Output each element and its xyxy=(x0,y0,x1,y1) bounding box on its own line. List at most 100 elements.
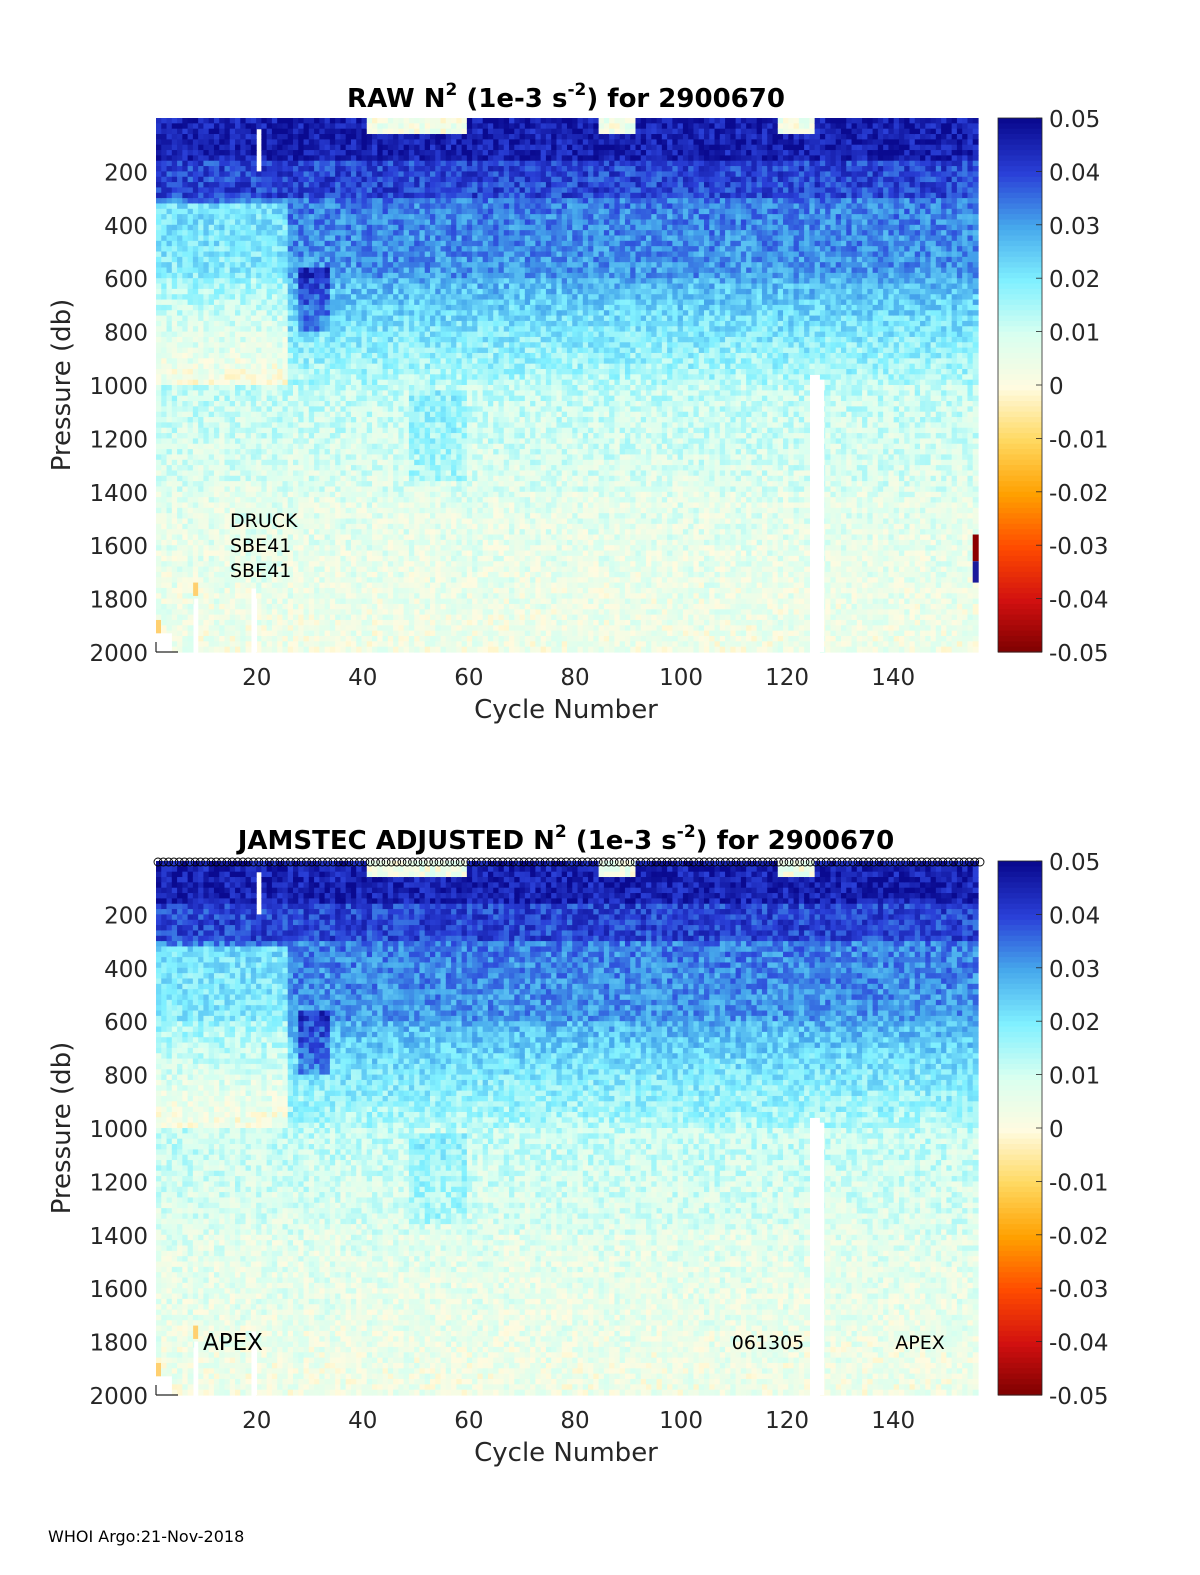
heatmap-cell xyxy=(182,272,189,279)
heatmap-cell xyxy=(235,118,241,124)
heatmap-cell xyxy=(293,390,299,397)
heatmap-cell xyxy=(250,150,257,156)
heatmap-cell xyxy=(282,176,289,183)
heatmap-cell xyxy=(271,198,278,205)
heatmap-cell xyxy=(250,401,257,407)
heatmap-cell xyxy=(277,251,284,258)
heatmap-cell xyxy=(345,550,352,557)
heatmap-cell xyxy=(240,192,247,199)
heatmap-cell xyxy=(414,577,421,584)
heatmap-cell xyxy=(382,214,389,221)
heatmap-cell xyxy=(166,214,173,221)
heatmap-cell xyxy=(203,224,210,231)
heatmap-cell xyxy=(166,619,173,626)
heatmap-cell xyxy=(377,513,384,520)
heatmap-cell xyxy=(219,433,226,439)
heatmap-cell xyxy=(266,486,273,493)
heatmap-cell xyxy=(287,347,294,354)
heatmap-cell xyxy=(256,240,262,247)
heatmap-cell xyxy=(414,230,421,237)
heatmap-cell xyxy=(308,518,315,525)
heatmap-cell xyxy=(277,465,284,472)
heatmap-cell xyxy=(408,336,415,343)
heatmap-cell xyxy=(298,619,305,626)
heatmap-cell xyxy=(277,497,284,504)
heatmap-cell xyxy=(171,641,178,648)
heatmap-cell xyxy=(271,155,278,162)
heatmap-cell xyxy=(377,123,384,130)
heatmap-cell xyxy=(361,118,368,124)
heatmap-cell xyxy=(266,523,273,530)
heatmap-cell xyxy=(350,230,357,237)
heatmap-cell xyxy=(192,139,199,146)
heatmap-cell xyxy=(156,555,162,562)
heatmap-cell xyxy=(408,182,415,189)
heatmap-cell xyxy=(319,513,326,520)
heatmap-cell xyxy=(271,417,278,423)
heatmap-cell xyxy=(308,326,315,333)
heatmap-cell xyxy=(387,497,394,504)
heatmap-cell xyxy=(377,118,384,124)
heatmap-cell xyxy=(398,176,405,183)
heatmap-cell xyxy=(340,566,347,573)
heatmap-cell xyxy=(372,144,378,151)
heatmap-cell xyxy=(387,625,394,632)
heatmap-cell xyxy=(372,401,378,407)
heatmap-cell xyxy=(393,603,399,610)
heatmap-cell xyxy=(319,310,326,317)
heatmap-cell xyxy=(277,593,284,600)
heatmap-cell xyxy=(203,390,210,397)
heatmap-cell xyxy=(387,203,394,210)
heatmap-cell xyxy=(203,507,210,514)
heatmap-cell xyxy=(245,246,252,253)
heatmap-cell xyxy=(166,486,173,493)
heatmap-cell xyxy=(319,171,326,178)
heatmap-cell xyxy=(177,363,183,370)
heatmap-cell xyxy=(203,491,210,498)
heatmap-cell xyxy=(261,299,268,306)
heatmap-cell xyxy=(282,438,289,445)
heatmap-cell xyxy=(377,502,384,509)
heatmap-cell xyxy=(182,523,189,530)
heatmap-cell xyxy=(403,155,410,162)
heatmap-cell xyxy=(229,502,236,509)
heatmap-cell xyxy=(219,262,226,269)
heatmap-cell xyxy=(198,470,205,477)
heatmap-cell xyxy=(192,224,199,231)
heatmap-cell xyxy=(335,443,342,450)
heatmap-cell xyxy=(208,288,215,295)
heatmap-cell xyxy=(224,256,231,263)
heatmap-cell xyxy=(213,529,220,536)
heatmap-cell xyxy=(171,203,178,210)
heatmap-cell xyxy=(314,545,320,552)
heatmap-cell xyxy=(161,529,168,536)
heatmap-cell xyxy=(314,646,320,653)
heatmap-cell xyxy=(161,603,168,610)
heatmap-cell xyxy=(156,251,162,258)
heatmap-cell xyxy=(235,577,241,584)
heatmap-cell xyxy=(408,171,415,178)
heatmap-cell xyxy=(366,160,373,167)
heatmap-cell xyxy=(340,160,347,167)
heatmap-cell xyxy=(408,454,415,461)
heatmap-cell xyxy=(319,224,326,231)
heatmap-cell xyxy=(414,545,421,552)
heatmap-cell xyxy=(324,502,331,509)
heatmap-cell xyxy=(266,587,273,594)
heatmap-cell xyxy=(256,635,262,642)
heatmap-cell xyxy=(335,192,342,199)
heatmap-cell xyxy=(266,267,273,274)
heatmap-cell xyxy=(235,283,241,290)
heatmap-cell xyxy=(271,208,278,215)
heatmap-cell xyxy=(408,550,415,557)
heatmap-cell xyxy=(356,118,363,124)
heatmap-cell xyxy=(319,208,326,215)
heatmap-cell xyxy=(261,385,268,391)
heatmap-cell xyxy=(282,278,289,285)
heatmap-cell xyxy=(203,283,210,290)
heatmap-cell xyxy=(308,368,315,375)
heatmap-cell xyxy=(314,497,320,504)
heatmap-cell xyxy=(229,219,236,226)
heatmap-cell xyxy=(382,310,389,317)
heatmap-cell xyxy=(192,539,199,546)
